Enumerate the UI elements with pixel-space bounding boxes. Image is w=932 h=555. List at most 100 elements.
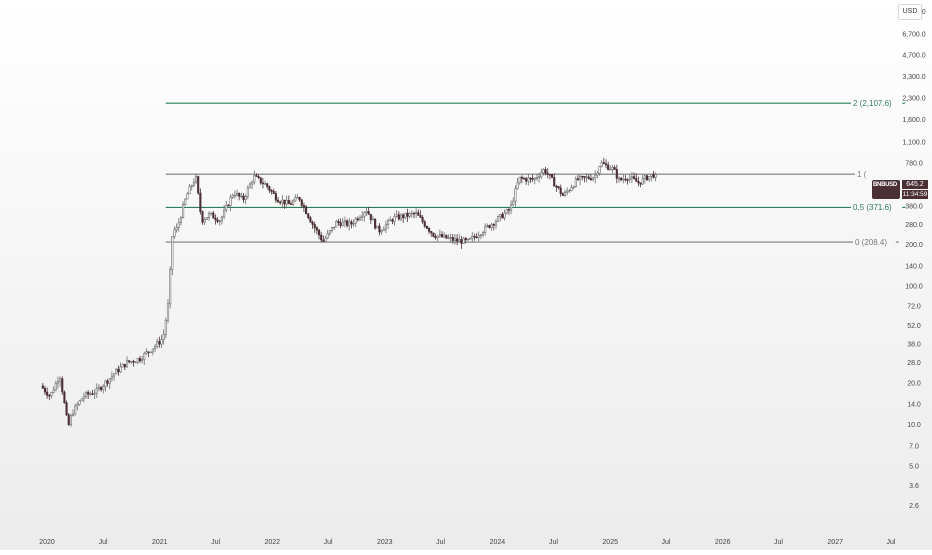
candle-body <box>576 178 580 180</box>
y-tick-label: 140.0 <box>905 264 923 271</box>
candle-body <box>50 392 53 397</box>
candle-body <box>205 217 208 220</box>
candle-body <box>443 234 446 238</box>
candle-body <box>367 211 370 215</box>
candle-body <box>337 221 340 223</box>
candle-body <box>522 178 526 180</box>
candle-body <box>473 236 476 238</box>
candle-body <box>436 235 439 239</box>
candle-body <box>112 373 116 377</box>
candle-body <box>529 177 532 180</box>
candle-body <box>309 217 312 223</box>
currency-label[interactable]: USD <box>898 4 922 20</box>
candle-body <box>425 226 428 229</box>
candle-body <box>419 215 422 218</box>
candle-body <box>389 219 392 222</box>
candle-body <box>464 238 467 241</box>
candle-body <box>197 176 200 194</box>
y-tick-label: 6,700.0 <box>902 31 925 38</box>
candle-body <box>251 181 254 185</box>
candle-body <box>376 225 379 229</box>
candle-body <box>194 176 198 183</box>
candle-body <box>335 221 338 228</box>
candle-body <box>579 175 582 180</box>
candle-body <box>41 385 44 389</box>
candle-body <box>281 199 284 203</box>
candle-body <box>447 237 450 239</box>
candle-body <box>641 178 644 185</box>
countdown-badge: 11:34:59 <box>902 190 928 199</box>
candle-body <box>598 166 601 174</box>
candle-body <box>402 214 405 219</box>
candle-body <box>421 217 424 223</box>
candle-body <box>307 213 310 219</box>
candle-body <box>261 182 264 185</box>
candle-body <box>587 176 590 179</box>
candle-body <box>207 213 211 218</box>
candle-body <box>296 197 299 199</box>
candle-body <box>330 227 334 231</box>
candle-body <box>557 186 560 189</box>
candle-body <box>499 213 502 217</box>
candle-body <box>490 224 493 228</box>
candle-body <box>322 239 325 242</box>
x-tick-label: 2021 <box>152 539 168 546</box>
x-tick-label: 2027 <box>827 539 843 546</box>
y-tick-label: 1,100.0 <box>902 140 925 147</box>
y-tick-label: 2,300.0 <box>902 95 925 102</box>
candle-body <box>633 176 636 179</box>
candle-body <box>229 196 232 206</box>
candle-body <box>54 382 57 391</box>
candle-body <box>162 334 165 341</box>
candle-body <box>559 187 562 194</box>
candle-body <box>630 176 633 179</box>
candle-body <box>466 238 469 241</box>
candle-body <box>527 177 530 182</box>
y-tick-label: 10.0 <box>907 422 921 429</box>
candle-body <box>354 218 357 224</box>
candle-body <box>192 181 195 186</box>
candle-body <box>169 269 172 305</box>
candle-body <box>212 212 215 219</box>
candle-body <box>65 402 68 416</box>
candle-body <box>415 212 418 214</box>
candle-body <box>95 387 98 394</box>
candle-body <box>563 191 567 196</box>
candle-body <box>600 162 603 167</box>
candle-body <box>143 353 146 360</box>
candle-body <box>164 320 167 335</box>
y-tick-label: 4,700.0 <box>902 53 925 60</box>
candle-body <box>255 175 258 177</box>
candle-body <box>84 392 88 397</box>
candle-body <box>186 193 189 200</box>
candle-body <box>287 199 290 205</box>
candle-body <box>274 193 277 201</box>
candle-body <box>380 230 383 233</box>
candle-body <box>305 206 308 215</box>
candle-body <box>374 218 377 229</box>
candle-body <box>115 368 118 375</box>
candle-body <box>428 228 431 232</box>
candle-body <box>449 237 452 239</box>
candle-body <box>285 199 288 205</box>
candle-body <box>56 381 59 384</box>
candle-body <box>408 213 411 217</box>
candle-body <box>268 186 271 191</box>
candle-body <box>566 190 569 193</box>
candle-body <box>231 195 234 198</box>
candle-body <box>132 360 135 363</box>
candle-body <box>121 363 124 368</box>
x-tick-label: Jul <box>324 539 333 546</box>
x-tick-label: 2023 <box>377 539 393 546</box>
x-tick-label: 2022 <box>265 539 281 546</box>
candle-body <box>572 186 575 189</box>
candle-body <box>317 229 321 236</box>
candle-body <box>136 358 139 363</box>
fib-level-label: 2 (2,107.6) <box>853 99 892 108</box>
candle-body <box>365 211 368 213</box>
candle-body <box>179 217 182 224</box>
candle-body <box>311 221 314 225</box>
candle-body <box>141 359 144 362</box>
